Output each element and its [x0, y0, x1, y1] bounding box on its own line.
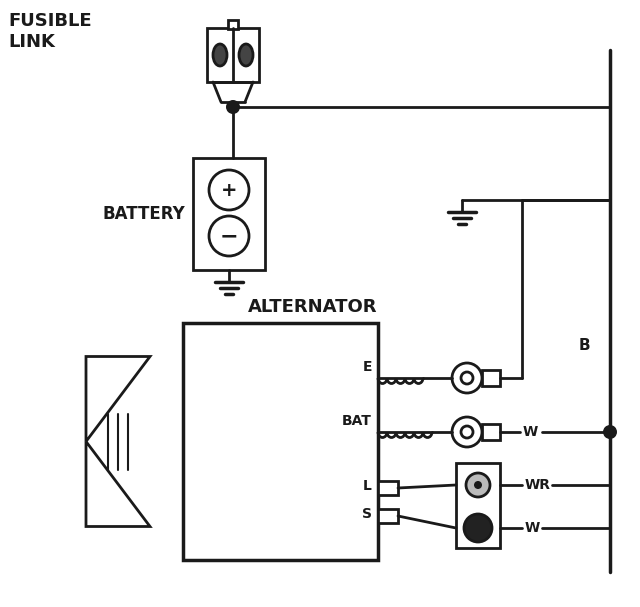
Text: L: L	[363, 479, 372, 493]
Text: −: −	[220, 226, 238, 246]
Bar	[378, 481, 398, 495]
Circle shape	[603, 425, 617, 439]
Bar	[482, 424, 500, 440]
Text: W: W	[525, 521, 540, 535]
Bar	[193, 158, 265, 270]
Circle shape	[464, 514, 492, 542]
Bar	[228, 20, 238, 29]
Circle shape	[209, 170, 249, 210]
Text: E: E	[362, 360, 372, 374]
Polygon shape	[86, 356, 150, 441]
Circle shape	[461, 372, 473, 384]
Circle shape	[474, 481, 482, 489]
Text: BAT: BAT	[342, 414, 372, 428]
Bar	[207, 28, 259, 82]
Ellipse shape	[213, 44, 227, 66]
Circle shape	[209, 216, 249, 256]
Text: S: S	[362, 507, 372, 521]
Ellipse shape	[239, 44, 253, 66]
Bar	[183, 323, 378, 560]
Text: W: W	[523, 425, 538, 439]
Circle shape	[452, 363, 482, 393]
Circle shape	[461, 426, 473, 438]
Bar	[456, 463, 500, 548]
Text: FUSIBLE
LINK: FUSIBLE LINK	[8, 12, 92, 51]
Circle shape	[226, 100, 240, 114]
Circle shape	[466, 473, 490, 497]
Text: +: +	[221, 180, 237, 200]
Bar	[378, 509, 398, 523]
Text: WR: WR	[525, 478, 551, 492]
Circle shape	[452, 417, 482, 447]
Text: ALTERNATOR: ALTERNATOR	[248, 298, 378, 316]
Text: B: B	[579, 337, 590, 353]
Bar	[482, 370, 500, 386]
Polygon shape	[86, 441, 150, 526]
Text: BATTERY: BATTERY	[102, 205, 185, 223]
